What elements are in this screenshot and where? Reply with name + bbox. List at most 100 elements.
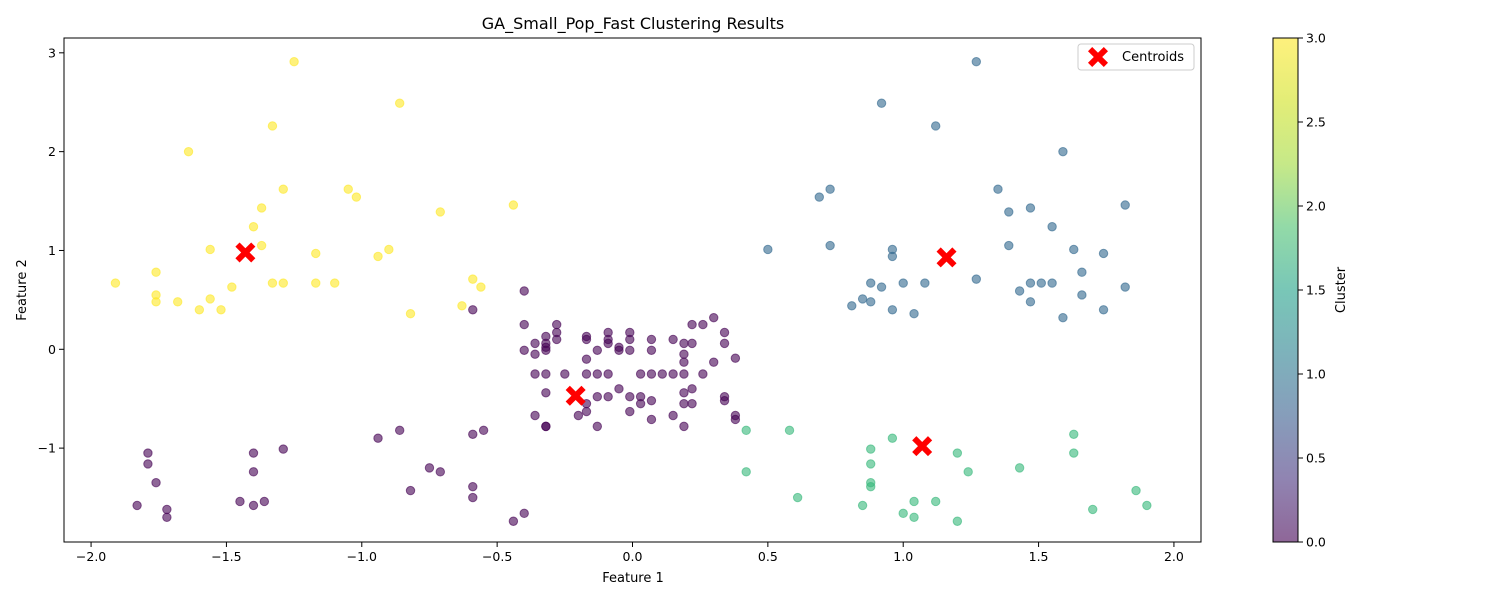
data-point-cluster-0 [719,327,730,338]
legend-label-centroids: Centroids [1122,50,1184,65]
x-tick-label: 0.0 [623,549,643,564]
x-tick-label: −2.0 [76,549,106,564]
data-point-cluster-0 [719,338,730,349]
data-point-cluster-1 [1120,200,1130,210]
data-point-cluster-1 [971,57,982,67]
data-point-cluster-0 [132,500,142,511]
data-point-cluster-1 [1077,290,1087,300]
data-point-cluster-1 [1058,312,1068,323]
data-point-cluster-0 [424,463,435,473]
data-point-cluster-0 [405,485,416,496]
data-point-cluster-1 [814,192,824,202]
data-point-cluster-0 [394,425,405,436]
data-point-cluster-2 [857,500,868,511]
chart-title: GA_Small_Pop_Fast Clustering Results [482,14,784,34]
data-point-cluster-0 [530,349,540,359]
data-point-cluster-0 [679,338,689,349]
data-point-cluster-3 [173,297,183,307]
data-point-cluster-1 [1058,146,1068,157]
data-point-cluster-0 [530,338,540,349]
data-point-cluster-1 [909,309,919,319]
data-point-cluster-2 [909,512,919,522]
data-point-cluster-1 [1069,244,1079,255]
data-point-cluster-0 [635,398,646,409]
data-point-cluster-3 [311,248,321,259]
data-point-cluster-1 [1077,267,1087,277]
data-point-cluster-0 [519,345,529,355]
data-point-cluster-3 [151,297,161,307]
data-point-cluster-0 [581,406,592,417]
data-point-cluster-0 [581,369,592,379]
data-point-cluster-1 [1120,282,1130,292]
data-point-cluster-0 [592,345,603,355]
data-point-cluster-0 [603,327,613,338]
data-point-cluster-2 [1069,429,1079,439]
data-point-cluster-0 [552,334,562,345]
data-point-cluster-0 [508,516,519,526]
data-point-cluster-0 [151,478,161,488]
data-point-cluster-0 [679,349,689,359]
data-point-cluster-0 [143,459,153,469]
data-point-cluster-1 [1025,203,1036,213]
data-point-cluster-2 [784,425,795,436]
y-tick-label: 3 [48,45,56,60]
data-point-cluster-0 [373,433,383,443]
data-point-cluster-3 [110,278,121,288]
data-point-cluster-1 [1036,278,1046,288]
x-tick-label: 1.0 [893,549,913,564]
data-point-cluster-0 [625,327,635,338]
data-point-cluster-3 [194,305,205,315]
colorbar: 0.0 0.5 1.0 1.5 2.0 2.5 3.0 Cluster [1272,31,1349,550]
centroid-marker [912,436,933,457]
data-point-cluster-1 [1047,222,1057,232]
points-layer [110,57,1152,526]
colorbar-gradient [1272,37,1299,543]
y-axis-label: Feature 2 [15,259,30,321]
data-point-cluster-3 [151,267,161,277]
colorbar-tick-label: 2.5 [1306,115,1326,130]
data-point-cluster-0 [709,357,719,367]
data-point-cluster-3 [476,282,486,292]
x-tick-label: 2.0 [1164,549,1184,564]
x-tick-label: 0.5 [758,549,778,564]
data-point-cluster-2 [741,467,751,477]
data-point-cluster-1 [763,244,773,255]
data-point-cluster-0 [603,392,613,402]
data-point-cluster-0 [646,345,657,355]
data-point-cluster-2 [952,516,963,526]
data-point-cluster-3 [267,278,278,288]
data-point-cluster-3 [278,278,288,288]
data-point-cluster-3 [248,222,259,232]
centroid-layer [235,242,957,457]
data-point-cluster-0 [530,410,540,421]
data-point-cluster-1 [1004,240,1014,251]
centroid-marker [936,247,957,268]
data-point-cluster-0 [614,384,624,394]
data-point-cluster-0 [573,410,584,421]
colorbar-tick-label: 3.0 [1306,31,1326,46]
colorbar-ticks: 0.0 0.5 1.0 1.5 2.0 2.5 3.0 [1298,31,1326,550]
data-point-cluster-1 [825,240,835,251]
data-point-cluster-1 [920,278,930,288]
data-point-cluster-0 [730,353,741,363]
data-point-cluster-3 [508,200,519,210]
data-point-cluster-2 [963,467,973,477]
data-point-cluster-0 [552,319,562,330]
data-point-cluster-0 [248,500,259,511]
data-point-cluster-0 [248,467,259,477]
y-tick-label: 1 [48,243,56,258]
data-point-cluster-1 [887,305,898,315]
centroid-marker [235,242,256,263]
data-point-cluster-1 [876,98,887,108]
data-point-cluster-1 [825,184,835,194]
legend: Centroids [1077,43,1195,71]
colorbar-tick-label: 0.0 [1306,535,1326,550]
data-point-cluster-0 [162,512,172,522]
data-point-cluster-0 [581,331,592,342]
data-point-cluster-1 [993,184,1003,194]
legend-centroid-marker [1088,47,1108,67]
y-axis: −1 0 1 2 3 [38,45,64,456]
data-point-cluster-1 [847,301,857,311]
data-point-cluster-3 [278,184,288,194]
data-point-cluster-0 [646,369,657,379]
